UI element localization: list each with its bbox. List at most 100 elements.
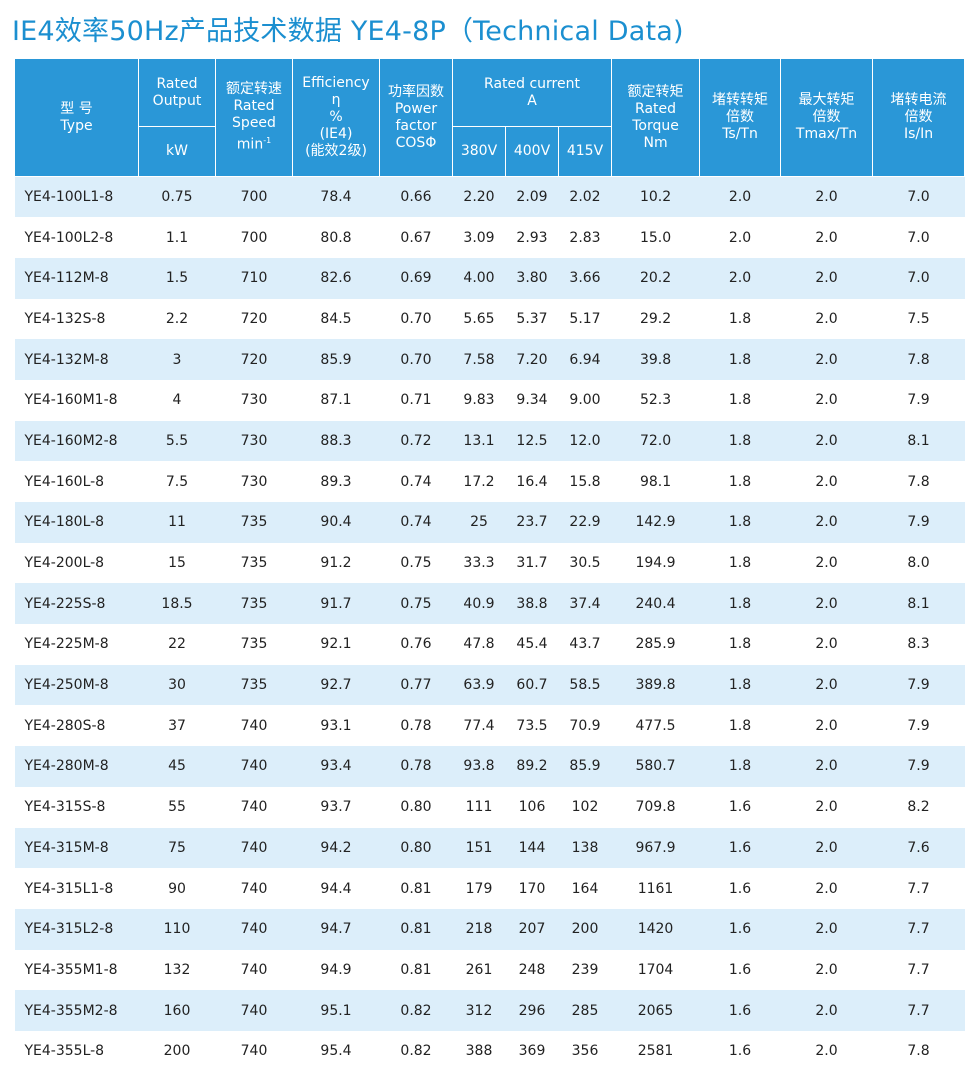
cell-torque: 10.2 bbox=[611, 176, 700, 218]
cell-power-factor: 0.76 bbox=[379, 624, 453, 665]
cell-current-380v: 5.65 bbox=[452, 298, 506, 340]
cell-torque: 389.8 bbox=[611, 664, 700, 706]
cell-output-kw: 2.2 bbox=[138, 298, 216, 340]
cell-locked-torque-ratio: 1.6 bbox=[699, 1030, 781, 1072]
cell-max-torque-ratio: 2.0 bbox=[780, 705, 873, 747]
eff-percent-label: % bbox=[329, 109, 343, 125]
cell-torque: 967.9 bbox=[611, 827, 700, 869]
table-row: YE4-132S-8 2.2 720 84.5 0.70 5.65 5.37 5.17 29.2… bbox=[14, 298, 965, 340]
table-row: YE4-100L1-8 0.75 700 78.4 0.66 2.20 2.09 2.02 10… bbox=[14, 176, 965, 218]
cell-current-380v: 13.1 bbox=[452, 420, 506, 462]
cell-power-factor: 0.77 bbox=[379, 664, 453, 706]
cell-efficiency: 93.4 bbox=[292, 746, 380, 787]
table-row: YE4-100L2-8 1.1 700 80.8 0.67 3.09 2.93 2.83 15.… bbox=[14, 217, 965, 258]
cell-max-torque-ratio: 2.0 bbox=[780, 461, 873, 502]
cell-efficiency: 80.8 bbox=[292, 217, 380, 258]
cell-power-factor: 0.80 bbox=[379, 786, 453, 828]
cell-output-kw: 5.5 bbox=[138, 420, 216, 462]
table-row: YE4-250M-8 30 735 92.7 0.77 63.9 60.7 58.5 389.8… bbox=[14, 664, 965, 706]
cell-speed: 735 bbox=[215, 583, 293, 625]
cell-current-415v: 285 bbox=[558, 990, 612, 1031]
cell-current-380v: 388 bbox=[452, 1030, 506, 1072]
lrt-ratio-label: Ts/Tn bbox=[722, 126, 758, 142]
cell-locked-current-ratio: 7.9 bbox=[872, 705, 965, 747]
cell-current-400v: 144 bbox=[505, 827, 559, 869]
cell-locked-current-ratio: 8.1 bbox=[872, 583, 965, 625]
lrc-cn1-label: 堵转电流 bbox=[890, 92, 947, 108]
cell-locked-current-ratio: 7.8 bbox=[872, 1030, 965, 1072]
table-row: YE4-180L-8 11 735 90.4 0.74 25 23.7 22.9 142.9 1.… bbox=[14, 502, 965, 543]
cell-torque: 1420 bbox=[611, 908, 700, 950]
cell-type: YE4-225M-8 bbox=[14, 624, 139, 665]
cell-torque: 2065 bbox=[611, 990, 700, 1031]
cell-speed: 720 bbox=[215, 298, 293, 340]
cell-current-415v: 2.83 bbox=[558, 217, 612, 258]
pf-cn-label: 功率因数 bbox=[388, 83, 444, 100]
cell-torque: 1704 bbox=[611, 949, 700, 991]
cell-max-torque-ratio: 2.0 bbox=[780, 420, 873, 462]
cell-current-400v: 7.20 bbox=[505, 339, 559, 380]
cell-output-kw: 55 bbox=[138, 786, 216, 828]
cell-locked-current-ratio: 7.7 bbox=[872, 868, 965, 909]
cell-efficiency: 89.3 bbox=[292, 461, 380, 502]
cell-locked-current-ratio: 7.7 bbox=[872, 949, 965, 991]
cell-current-415v: 85.9 bbox=[558, 746, 612, 787]
cell-max-torque-ratio: 2.0 bbox=[780, 949, 873, 991]
cell-efficiency: 95.1 bbox=[292, 990, 380, 1031]
cell-speed: 740 bbox=[215, 827, 293, 869]
table-row: YE4-315L2-8 110 740 94.7 0.81 218 207 200 1420 1.… bbox=[14, 908, 965, 950]
lrc-ratio-label: Is/In bbox=[903, 126, 934, 142]
maxt-cn1-label: 最大转矩 bbox=[798, 92, 855, 108]
col-locked-current-header: 堵转电流 倍数 Is/In bbox=[872, 58, 966, 177]
cell-power-factor: 0.81 bbox=[379, 949, 453, 991]
cell-current-415v: 22.9 bbox=[558, 502, 612, 543]
cell-efficiency: 95.4 bbox=[292, 1030, 380, 1072]
table-row: YE4-280M-8 45 740 93.4 0.78 93.8 89.2 85.9 580.7… bbox=[14, 746, 965, 787]
cell-power-factor: 0.82 bbox=[379, 1030, 453, 1072]
cell-efficiency: 92.1 bbox=[292, 624, 380, 665]
cell-output-kw: 0.75 bbox=[138, 176, 216, 218]
cell-speed: 730 bbox=[215, 420, 293, 462]
cell-efficiency: 92.7 bbox=[292, 664, 380, 706]
cell-type: YE4-315L1-8 bbox=[14, 868, 139, 909]
col-torque-header: 额定转矩 Rated Torque Nm bbox=[611, 58, 701, 177]
cell-current-380v: 2.20 bbox=[452, 176, 506, 218]
cell-output-kw: 45 bbox=[138, 746, 216, 787]
torque-cn-label: 额定转矩 bbox=[627, 83, 684, 100]
cell-output-kw: 22 bbox=[138, 624, 216, 665]
cell-type: YE4-315S-8 bbox=[14, 786, 139, 828]
cell-speed: 700 bbox=[215, 176, 293, 218]
cell-torque: 98.1 bbox=[611, 461, 700, 502]
table-body: YE4-100L1-8 0.75 700 78.4 0.66 2.20 2.09 2.02 10… bbox=[14, 176, 965, 1072]
cell-output-kw: 11 bbox=[138, 502, 216, 543]
col-locked-torque-header: 堵转转矩 倍数 Ts/Tn bbox=[699, 58, 782, 177]
cell-type: YE4-315L2-8 bbox=[14, 908, 139, 950]
cell-type: YE4-100L1-8 bbox=[14, 176, 139, 218]
cell-current-400v: 106 bbox=[505, 786, 559, 828]
cell-current-415v: 70.9 bbox=[558, 705, 612, 747]
eff-symbol-label: η bbox=[331, 92, 341, 108]
cell-locked-current-ratio: 7.0 bbox=[872, 257, 965, 299]
cell-speed: 740 bbox=[215, 1030, 293, 1072]
col-speed-header: 额定转速 Rated Speed min-1 bbox=[215, 58, 293, 177]
cell-locked-current-ratio: 8.2 bbox=[872, 786, 965, 828]
cell-current-380v: 25 bbox=[452, 502, 506, 543]
cell-max-torque-ratio: 2.0 bbox=[780, 379, 873, 421]
table-row: YE4-132M-8 3 720 85.9 0.70 7.58 7.20 6.94 39.8 1.… bbox=[14, 339, 965, 380]
cell-current-400v: 5.37 bbox=[505, 298, 559, 340]
cell-type: YE4-200L-8 bbox=[14, 542, 139, 584]
cell-current-415v: 356 bbox=[558, 1030, 612, 1072]
cell-efficiency: 94.4 bbox=[292, 868, 380, 909]
cell-locked-torque-ratio: 1.6 bbox=[699, 990, 781, 1031]
torque-unit-label: Nm bbox=[643, 134, 668, 151]
cell-torque: 29.2 bbox=[611, 298, 700, 340]
table-row: YE4-280S-8 37 740 93.1 0.78 77.4 73.5 70.9 477.5… bbox=[14, 705, 965, 747]
cell-type: YE4-250M-8 bbox=[14, 664, 139, 706]
cell-current-400v: 369 bbox=[505, 1030, 559, 1072]
cell-max-torque-ratio: 2.0 bbox=[780, 624, 873, 665]
cell-efficiency: 93.7 bbox=[292, 786, 380, 828]
cell-current-380v: 312 bbox=[452, 990, 506, 1031]
cell-max-torque-ratio: 2.0 bbox=[780, 176, 873, 218]
cell-max-torque-ratio: 2.0 bbox=[780, 1030, 873, 1072]
cell-current-380v: 63.9 bbox=[452, 664, 506, 706]
